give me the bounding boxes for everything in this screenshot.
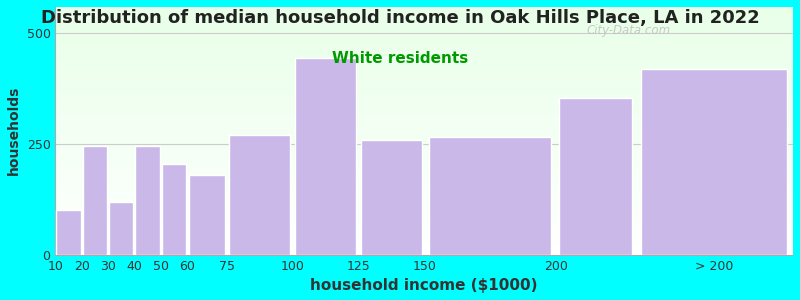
Bar xyxy=(559,98,632,255)
Bar xyxy=(57,210,81,255)
Text: Distribution of median household income in Oak Hills Place, LA in 2022: Distribution of median household income … xyxy=(41,9,759,27)
Bar xyxy=(82,146,107,255)
Text: White residents: White residents xyxy=(332,51,468,66)
Bar xyxy=(430,137,550,255)
Y-axis label: households: households xyxy=(7,86,21,176)
Bar xyxy=(189,175,225,255)
Text: City-Data.com: City-Data.com xyxy=(586,24,670,37)
Bar xyxy=(642,69,786,255)
Bar xyxy=(295,58,356,255)
Bar xyxy=(361,140,422,255)
X-axis label: household income ($1000): household income ($1000) xyxy=(310,278,538,293)
Bar xyxy=(135,146,160,255)
Bar xyxy=(162,164,186,255)
Bar xyxy=(109,202,134,255)
Bar xyxy=(230,135,290,255)
